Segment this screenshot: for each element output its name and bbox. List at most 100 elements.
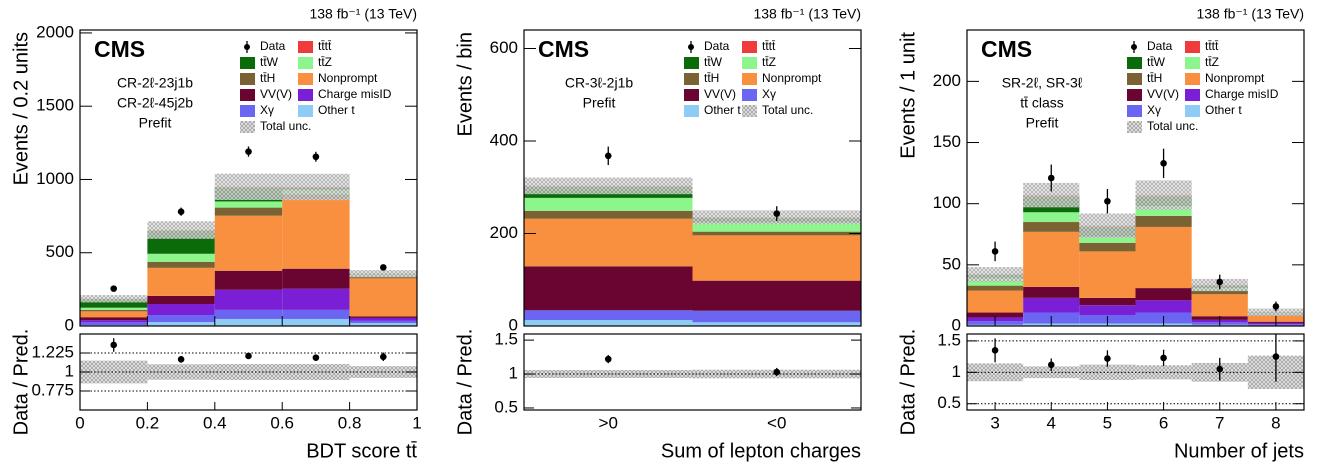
- ratio-tick-label: 1.225: [31, 342, 74, 361]
- stack-bar: [80, 322, 148, 326]
- ratio-tick-label: 1: [509, 364, 518, 383]
- stack-bar: [692, 322, 861, 326]
- y-tick-label: 50: [942, 254, 961, 273]
- stack-bar: [1079, 305, 1136, 315]
- stack-bar: [1023, 231, 1080, 287]
- x-tick-label: <0: [767, 413, 786, 432]
- stack-bar: [692, 235, 861, 281]
- stack-bar: [349, 323, 417, 326]
- plot-frame: [966, 29, 1305, 327]
- legend-swatch: [1185, 57, 1200, 69]
- ratio-frame: [966, 333, 1305, 411]
- stack-bar: [80, 309, 148, 312]
- stack-bar: [967, 285, 1024, 291]
- legend-swatch: [742, 73, 757, 85]
- lumi-label: 138 fb⁻¹ (13 TeV): [309, 6, 417, 22]
- cms-label: CMS: [538, 36, 589, 62]
- legend-swatch: [1127, 105, 1142, 117]
- legend-swatch: [684, 105, 699, 117]
- stack-bar: [214, 270, 283, 290]
- ratio-tick-label: 1: [952, 362, 961, 381]
- ratio-tick-label: 0.5: [937, 393, 961, 412]
- stack-bar: [80, 317, 148, 321]
- x-axis-label: Number of jets: [1174, 440, 1304, 462]
- legend-marker: [688, 44, 694, 50]
- legend-swatch: [684, 89, 699, 101]
- x-tick-label: 0.2: [136, 413, 160, 432]
- region-label: tt̄ class: [1020, 95, 1064, 111]
- stack-bar: [524, 310, 693, 320]
- stack-bar: [1079, 242, 1136, 252]
- legend-label: tt̄W: [1147, 55, 1166, 69]
- stack-bar: [147, 261, 215, 268]
- legend-label: VV(V): [260, 87, 292, 101]
- stack-bar: [147, 315, 215, 323]
- legend-label: Other t: [1205, 103, 1242, 117]
- legend-label: VV(V): [704, 87, 736, 101]
- lumi-label: 138 fb⁻¹ (13 TeV): [753, 6, 861, 22]
- legend-swatch: [1185, 89, 1200, 101]
- legend-swatch: [1185, 41, 1200, 53]
- ratio-uncertainty-band: [349, 366, 417, 378]
- ratio-point: [110, 341, 117, 349]
- legend-label: Other t: [318, 103, 355, 117]
- legend-label: tt̄H: [260, 71, 275, 85]
- y-axis-label: Events / 1 unit: [897, 32, 919, 159]
- y-tick-label: 2000: [36, 22, 74, 41]
- stack-bar: [282, 318, 350, 326]
- legend-swatch: [240, 89, 255, 101]
- uncertainty-band: [967, 267, 1024, 282]
- legend-marker: [244, 44, 250, 50]
- data-point: [1104, 197, 1111, 205]
- stack-bar: [1135, 206, 1192, 216]
- legend-label: Xγ: [260, 103, 274, 117]
- legend-swatch: [1185, 73, 1200, 85]
- ratio-point: [604, 355, 612, 363]
- legend-swatch: [240, 121, 255, 133]
- ratio-frame: [79, 333, 418, 411]
- legend-label: Nonprompt: [318, 71, 378, 85]
- legend-swatch: [1127, 57, 1142, 69]
- legend-label: Xγ: [762, 87, 776, 101]
- stack-bar: [1079, 251, 1136, 298]
- x-tick-label: 3: [990, 413, 999, 432]
- legend-label: Data: [704, 39, 730, 53]
- ratio-y-axis-label: Data / Pred.: [897, 329, 919, 436]
- x-tick-label: 0.4: [203, 413, 227, 432]
- ratio-uncertainty-band: [80, 360, 148, 384]
- stack-bar: [1023, 212, 1080, 223]
- lumi-label: 138 fb⁻¹ (13 TeV): [1196, 6, 1304, 22]
- legend-label: Charge misID: [1205, 87, 1279, 101]
- legend-swatch: [742, 41, 757, 53]
- legend-swatch: [1127, 89, 1142, 101]
- x-tick-label: 4: [1047, 413, 1056, 432]
- legend-label: tt̄H: [704, 71, 719, 85]
- stack-bar: [147, 295, 215, 305]
- ratio-point: [380, 353, 387, 361]
- legend-label: Xγ: [1147, 103, 1161, 117]
- stack-bar: [692, 231, 861, 236]
- y-axis-label: Events / bin: [454, 32, 476, 137]
- stack-bar: [214, 318, 283, 326]
- y-tick-label: 600: [490, 38, 518, 57]
- legend-swatch: [742, 57, 757, 69]
- y-tick-label: 0: [65, 315, 74, 334]
- stack-bar: [1079, 236, 1136, 243]
- x-axis-label: Sum of lepton charges: [661, 440, 861, 462]
- ratio-point: [177, 356, 185, 363]
- data-point: [312, 153, 320, 161]
- stack-bar: [967, 278, 1024, 286]
- legend-swatch: [298, 105, 313, 117]
- stack-bar: [1023, 222, 1080, 232]
- x-tick-label: 1: [412, 413, 421, 432]
- stack-bar: [1191, 290, 1248, 295]
- uncertainty-band: [524, 177, 693, 195]
- ratio-point: [1047, 361, 1055, 369]
- uncertainty-band: [349, 270, 417, 278]
- region-label: CR-2ℓ-45j2b: [117, 95, 193, 111]
- x-tick-label: 8: [1271, 413, 1280, 432]
- legend-label: Charge misID: [318, 87, 392, 101]
- stack-bar: [214, 201, 283, 208]
- y-tick-label: 200: [933, 71, 961, 90]
- region-label: Prefit: [139, 115, 172, 131]
